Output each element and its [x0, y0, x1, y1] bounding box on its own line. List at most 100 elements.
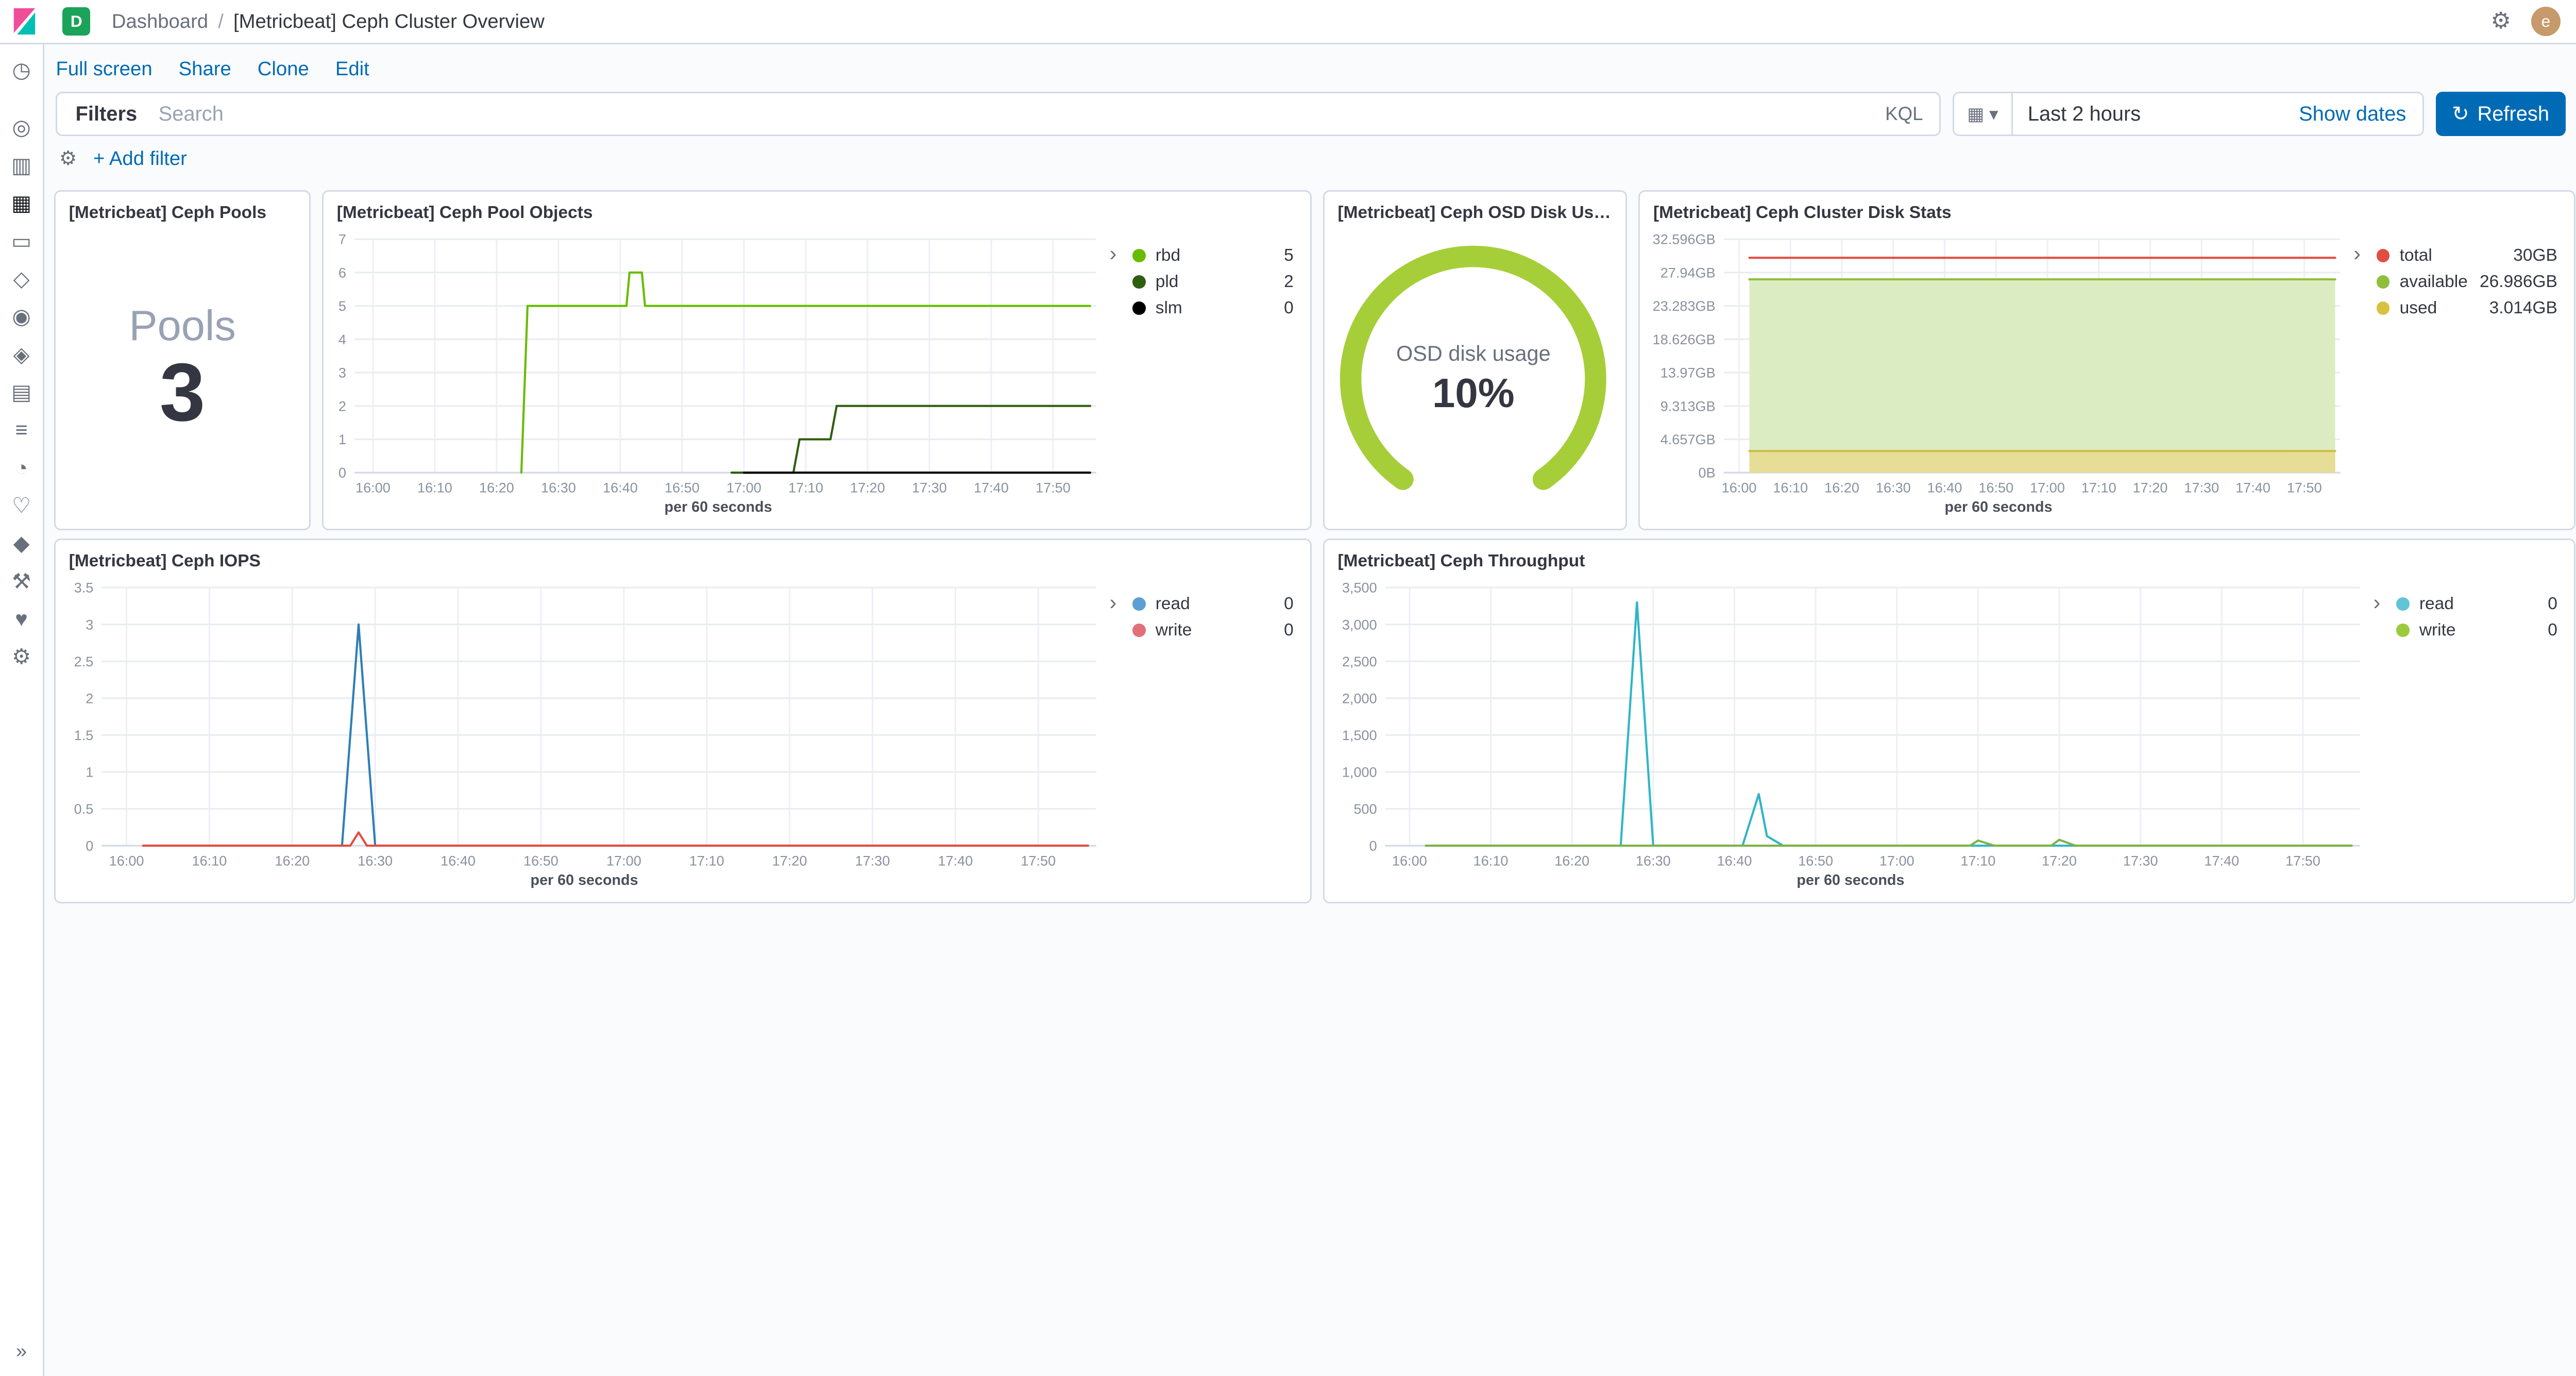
panel-title[interactable]: [Metricbeat] Ceph IOPS	[69, 551, 261, 571]
panel-title[interactable]: [Metricbeat] Ceph Cluster Disk Stats	[1653, 203, 1952, 223]
pool-objects-legend: › rbd 5 pld 2 slm 0	[1109, 229, 1303, 523]
dashboard-icon[interactable]: ▦	[11, 191, 32, 215]
svg-text:16:00: 16:00	[355, 479, 391, 495]
maps-icon[interactable]: ◇	[13, 266, 30, 291]
time-picker: ▦ ▾ Last 2 hours Show dates	[1952, 91, 2425, 137]
avatar[interactable]: e	[2531, 6, 2561, 37]
svg-text:16:20: 16:20	[1555, 852, 1590, 868]
svg-text:23.283GB: 23.283GB	[1652, 298, 1715, 314]
legend-label: write	[1155, 620, 1192, 640]
clone-link[interactable]: Clone	[257, 57, 309, 80]
legend-label: slm	[1155, 298, 1182, 317]
machine-learning-icon[interactable]: ◉	[12, 304, 31, 329]
share-link[interactable]: Share	[178, 57, 231, 80]
add-filter-link[interactable]: + Add filter	[93, 147, 187, 170]
gear-icon[interactable]: ⚙	[2490, 8, 2512, 34]
panel-pool-objects: [Metricbeat] Ceph Pool Objects 16:00 16:1…	[322, 190, 1312, 531]
svg-text:6: 6	[338, 264, 346, 280]
metric-value: 3	[159, 346, 206, 438]
legend-item-used[interactable]: used 3.014GB	[2376, 295, 2557, 321]
legend-toggle-icon[interactable]: ›	[1109, 241, 1117, 266]
svg-text:17:20: 17:20	[772, 852, 807, 868]
series-color-dot	[2376, 275, 2390, 289]
svg-text:1.5: 1.5	[74, 727, 93, 743]
svg-text:16:40: 16:40	[1717, 852, 1752, 868]
canvas-icon[interactable]: ▭	[11, 228, 32, 253]
time-range-value[interactable]: Last 2 hours	[2027, 102, 2141, 125]
svg-text:16:20: 16:20	[479, 479, 514, 495]
x-axis-label: per 60 seconds	[1944, 498, 2053, 515]
legend-label: write	[2419, 620, 2456, 640]
legend-toggle-icon[interactable]: ›	[2353, 241, 2361, 266]
panel-title[interactable]: [Metricbeat] Ceph OSD Disk Usage	[1337, 203, 1623, 223]
svg-text:17:10: 17:10	[689, 852, 724, 868]
management-icon[interactable]: ⚙	[11, 644, 31, 669]
svg-text:17:10: 17:10	[1961, 852, 1996, 868]
collapse-menu-icon[interactable]: »	[15, 1340, 27, 1363]
legend-item-write[interactable]: write 0	[2396, 617, 2557, 644]
svg-text:17:50: 17:50	[1036, 479, 1071, 495]
iops-chart[interactable]: 16:00 16:10 16:20 16:30 16:40 16:50 17:00 17:10…	[59, 578, 1110, 895]
panel-title[interactable]: [Metricbeat] Ceph Throughput	[1337, 551, 1585, 571]
svg-text:16:50: 16:50	[665, 479, 700, 495]
svg-text:3.5: 3.5	[74, 580, 93, 596]
svg-text:500: 500	[1354, 801, 1377, 817]
calendar-button[interactable]: ▦ ▾	[1954, 93, 2013, 135]
throughput-chart[interactable]: 16:00 16:10 16:20 16:30 16:40 16:50 17:00 17:10…	[1328, 578, 2373, 895]
legend-toggle-icon[interactable]: ›	[1109, 590, 1117, 614]
series-color-dot	[1132, 275, 1146, 289]
breadcrumb-separator: /	[218, 10, 224, 32]
show-dates-link[interactable]: Show dates	[2299, 102, 2406, 125]
svg-text:17:20: 17:20	[850, 479, 885, 495]
full-screen-link[interactable]: Full screen	[56, 57, 152, 80]
monitoring-icon[interactable]: ♥	[15, 607, 28, 631]
query-bar-row: Filters KQL ▦ ▾ Last 2 hours Show dates …	[56, 91, 2566, 137]
legend-item-read[interactable]: read 0	[2396, 591, 2557, 617]
svg-text:16:00: 16:00	[1721, 479, 1756, 495]
search-input[interactable]	[155, 100, 1869, 127]
siem-icon[interactable]: ◆	[13, 531, 30, 556]
legend-item-available[interactable]: available 26.986GB	[2376, 269, 2557, 295]
panel-title[interactable]: [Metricbeat] Ceph Pool Objects	[336, 203, 593, 223]
legend-item-total[interactable]: total 30GB	[2376, 242, 2557, 269]
space-badge[interactable]: D	[62, 7, 91, 36]
visualize-icon[interactable]: ▥	[11, 153, 32, 177]
panel-throughput: [Metricbeat] Ceph Throughput 16:00 16:10 1…	[1323, 538, 2575, 904]
svg-text:0: 0	[338, 464, 346, 480]
pool-objects-chart[interactable]: 16:00 16:10 16:20 16:30 16:40 16:50 17:00 17:10…	[327, 229, 1110, 523]
series-color-dot	[1132, 624, 1146, 637]
page-title: [Metricbeat] Ceph Cluster Overview	[233, 10, 545, 32]
legend-item-slm[interactable]: slm 0	[1132, 295, 1294, 321]
legend-item-rbd[interactable]: rbd 5	[1132, 242, 1294, 269]
uptime-icon[interactable]: ♡	[11, 493, 31, 518]
discover-icon[interactable]: ◎	[12, 115, 31, 140]
logs-icon[interactable]: ≡	[15, 417, 28, 442]
svg-text:17:30: 17:30	[2184, 479, 2219, 495]
svg-text:27.94GB: 27.94GB	[1660, 264, 1716, 280]
edit-link[interactable]: Edit	[335, 57, 369, 80]
refresh-button[interactable]: ↻ Refresh	[2435, 91, 2566, 137]
svg-text:17:30: 17:30	[2123, 852, 2158, 868]
kql-toggle[interactable]: KQL	[1885, 103, 1923, 125]
kibana-logo[interactable]	[0, 8, 49, 35]
infrastructure-icon[interactable]: ▤	[11, 379, 32, 404]
cluster-disk-stats-chart[interactable]: 16:00 16:10 16:20 16:30 16:40 16:50 17:00 17:10…	[1643, 229, 2353, 523]
x-axis-label: per 60 seconds	[664, 498, 772, 515]
breadcrumb-dashboard[interactable]: Dashboard	[111, 10, 209, 32]
svg-text:16:40: 16:40	[603, 479, 638, 495]
apm-icon[interactable]: ◔	[15, 455, 28, 480]
osd-disk-usage-gauge[interactable]: OSD disk usage 10%	[1328, 229, 1619, 523]
legend-item-write[interactable]: write 0	[1132, 617, 1294, 644]
legend-value: 0	[1284, 620, 1294, 640]
filters-button[interactable]: Filters	[75, 102, 138, 125]
dashboard-toolbar: Full screen Share Clone Edit	[44, 44, 2576, 92]
svg-text:17:40: 17:40	[2205, 852, 2240, 868]
legend-item-pld[interactable]: pld 2	[1132, 269, 1294, 295]
recent-icon[interactable]: ◷	[12, 57, 31, 82]
filter-options-gear-icon[interactable]: ⚙	[59, 147, 77, 170]
graph-icon[interactable]: ◈	[13, 342, 30, 366]
legend-toggle-icon[interactable]: ›	[2373, 590, 2381, 614]
dev-tools-icon[interactable]: ⚒	[11, 568, 31, 593]
legend-label: read	[1155, 594, 1190, 614]
legend-item-read[interactable]: read 0	[1132, 591, 1294, 617]
